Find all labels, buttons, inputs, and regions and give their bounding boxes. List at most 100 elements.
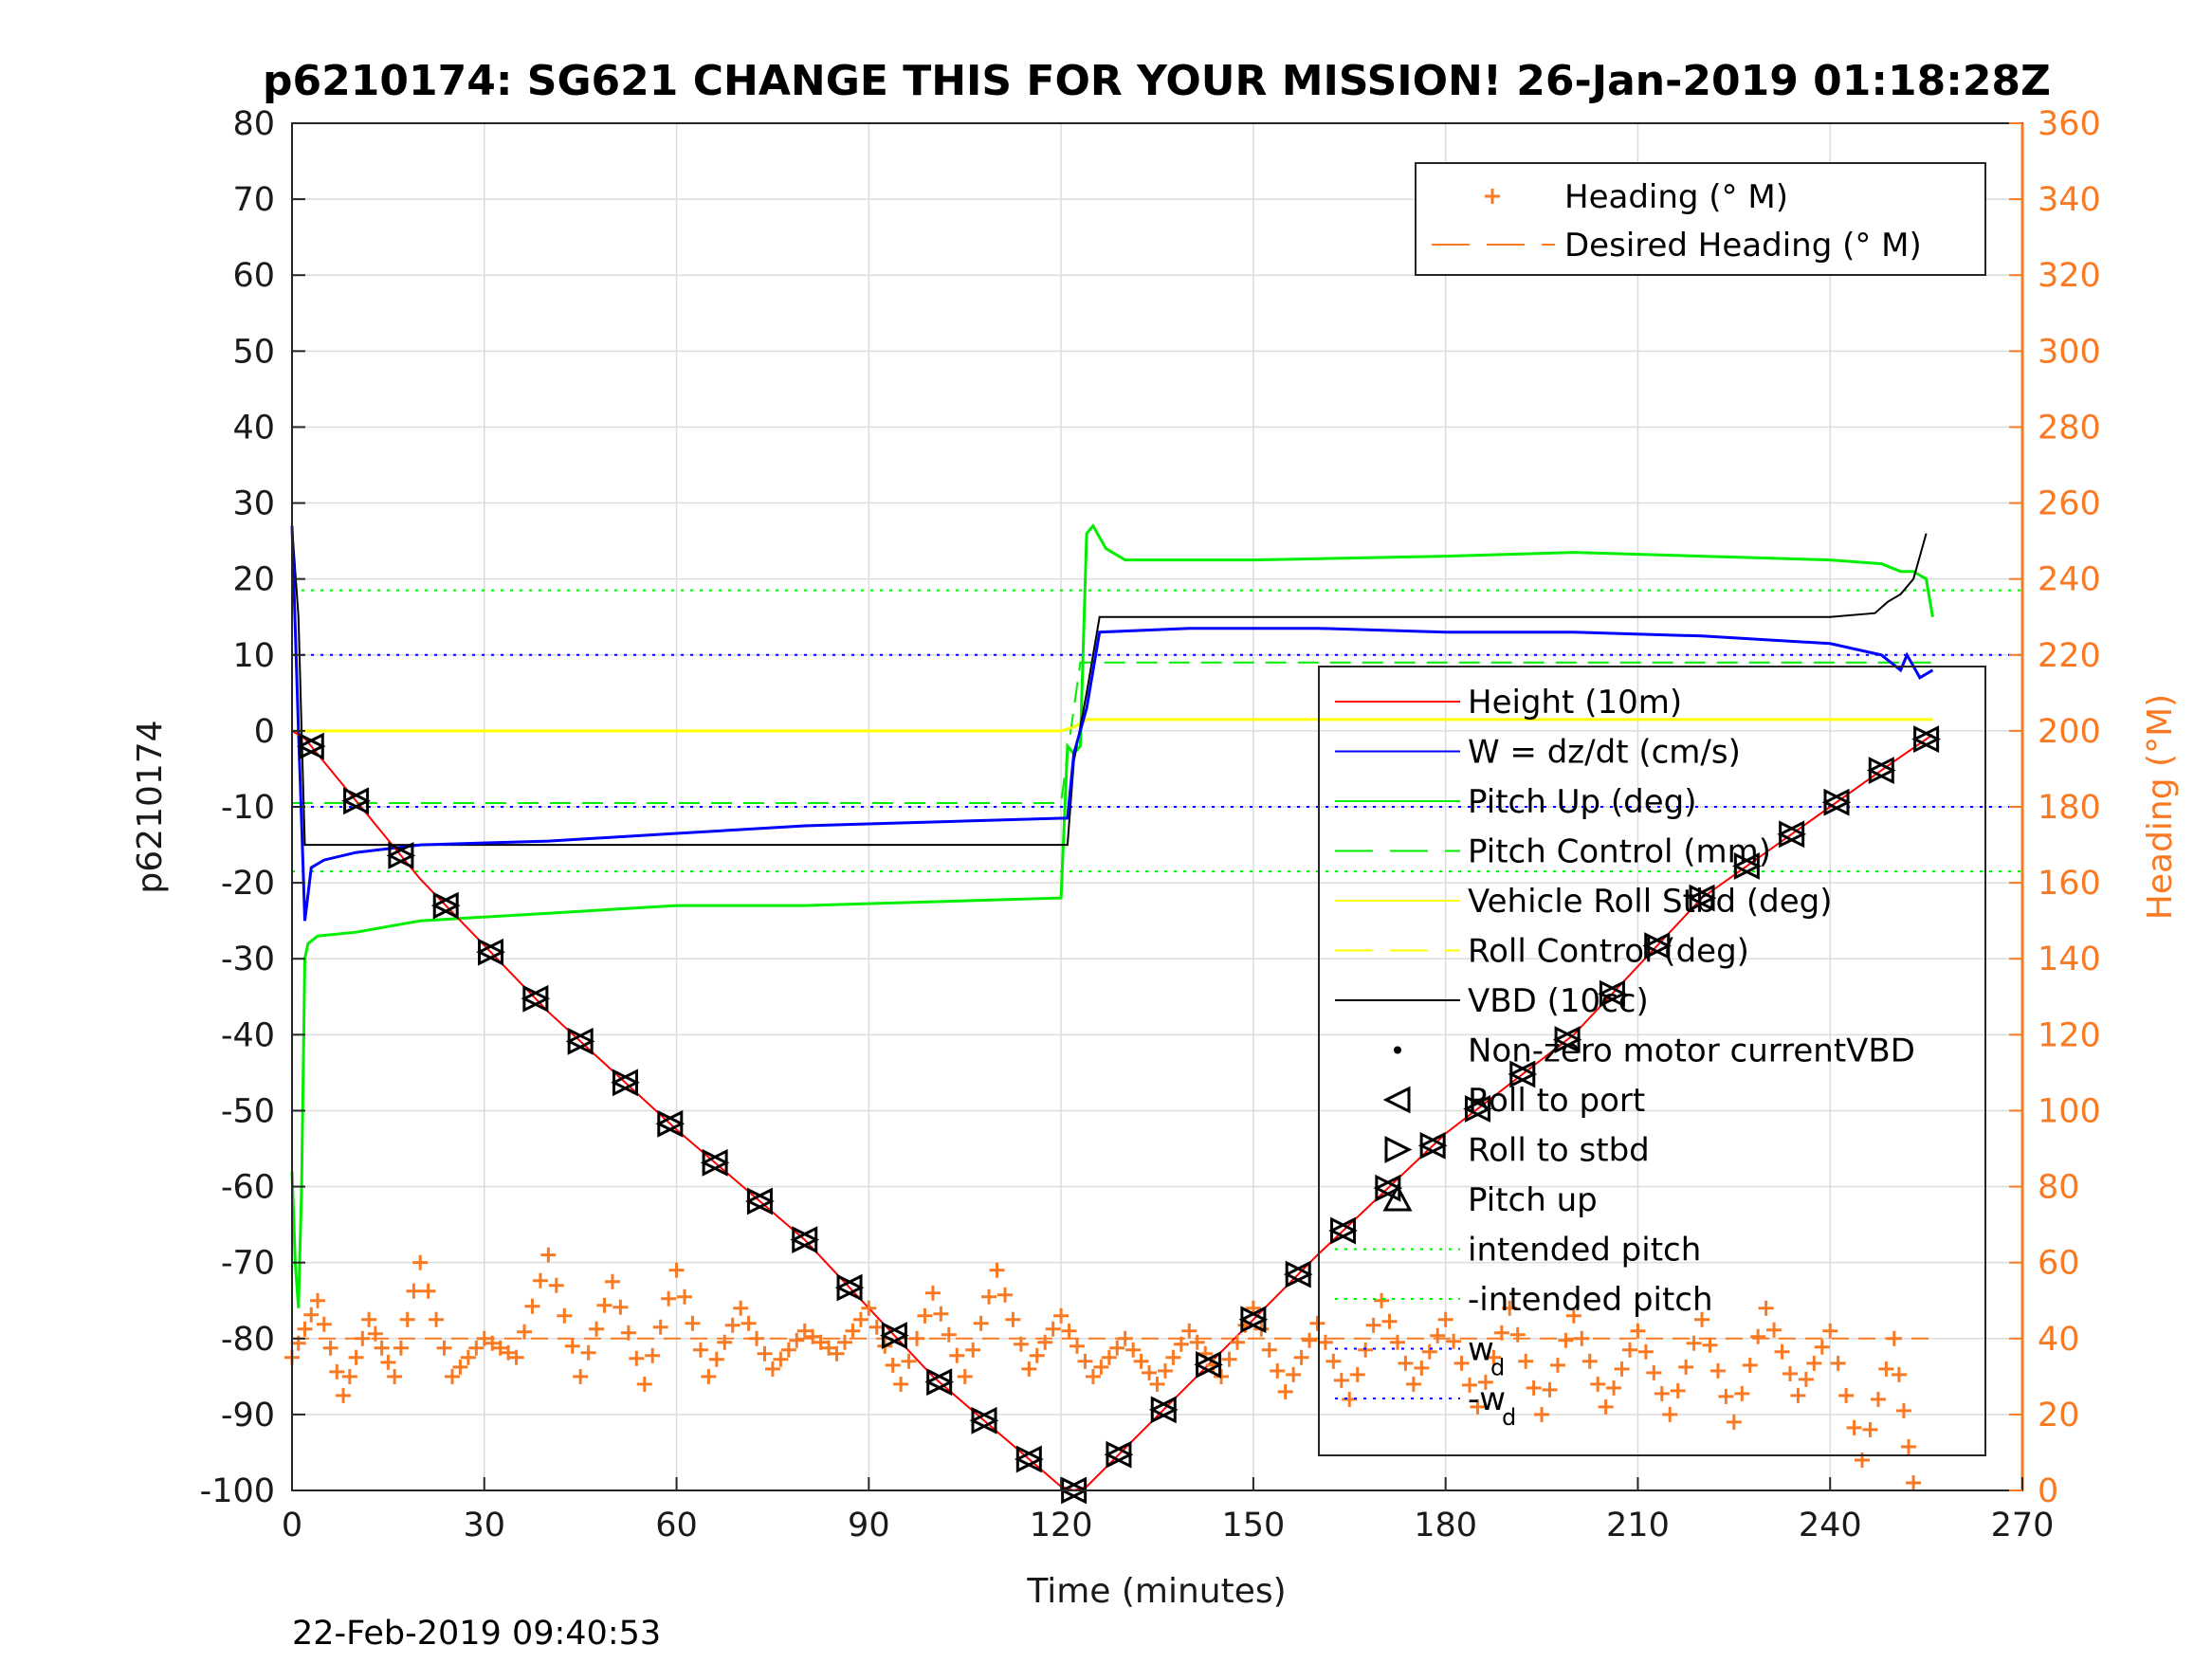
roll-stbd-marker [1106,1440,1134,1469]
legend-swatch [1394,1046,1401,1054]
heading-point [501,1344,517,1361]
heading-point [540,1247,557,1263]
roll-stbd-marker [657,1109,686,1138]
heading-point [399,1311,415,1327]
heading-point [780,1342,796,1358]
heading-point [740,1315,757,1331]
y-tick-label: 0 [254,713,275,751]
heading-point [1261,1342,1277,1358]
x-tick-label: 150 [1221,1507,1285,1544]
heading-point [1165,1349,1181,1365]
timestamp: 22-Feb-2019 09:40:53 [292,1615,661,1653]
heading-point [1654,1385,1670,1401]
heading-point [708,1351,724,1367]
x-tick-label: 60 [655,1507,698,1544]
heading-point [885,1357,901,1373]
heading-point [957,1368,973,1384]
heading-point [773,1351,789,1367]
heading-point [1053,1307,1069,1324]
y2-tick-label: 260 [2038,485,2101,523]
legend-label: intended pitch [1468,1232,1701,1270]
heading-point [701,1368,717,1384]
heading-point [1317,1334,1333,1350]
x-tick-label: 30 [464,1507,506,1544]
heading-point [1718,1388,1734,1404]
x-tick-label: 90 [848,1507,890,1544]
heading-point [677,1288,693,1305]
heading-point [941,1326,957,1343]
heading-point [924,1285,941,1301]
heading-point [1229,1334,1245,1350]
legend-desired-heading-label: Desired Heading (° M) [1564,227,1922,265]
heading-point [1806,1355,1822,1371]
heading-point [604,1273,620,1289]
heading-point [1021,1361,1037,1377]
heading-point [1862,1421,1878,1437]
legend-swatch [1384,1136,1413,1163]
x-tick-label: 120 [1030,1507,1093,1544]
y-tick-label: -70 [221,1245,275,1283]
heading-point [836,1334,852,1350]
heading-point [1630,1323,1646,1339]
heading-point [1662,1406,1678,1422]
heading-point [1093,1359,1109,1375]
heading-point [573,1368,589,1384]
heading-point [532,1272,548,1288]
heading-point [1870,1391,1886,1407]
heading-point [1542,1381,1558,1398]
heading-point [1142,1364,1158,1380]
roll-stbd-marker [1330,1216,1358,1245]
heading-point [1293,1349,1309,1365]
y-tick-label: 50 [232,333,275,371]
y2-tick-label: 180 [2038,789,2101,827]
heading-point [1398,1355,1414,1371]
x-tick-label: 180 [1414,1507,1477,1544]
heading-point [452,1359,468,1375]
x-axis-label: Time (minutes) [1026,1572,1286,1611]
heading-point [1389,1334,1405,1350]
heading-point [989,1262,1005,1278]
heading-point [492,1340,508,1356]
roll-stbd-marker [1285,1260,1313,1288]
heading-point [1029,1347,1045,1363]
heading-point [1109,1340,1125,1356]
heading-point [636,1376,652,1392]
marker-layer [284,725,1941,1505]
heading-point [524,1298,540,1314]
heading-point [1830,1355,1846,1371]
heading-point [460,1349,476,1365]
heading-point [1486,1349,1502,1365]
heading-point [361,1311,377,1327]
heading-point [393,1340,409,1356]
heading-point [548,1277,564,1293]
y2-tick-label: 60 [2038,1245,2080,1283]
roll-stbd-marker [567,1027,595,1055]
y-tick-label: -50 [221,1092,275,1130]
heading-point [1381,1313,1398,1329]
y2-tick-label: 20 [2038,1397,2080,1435]
heading-point [1117,1330,1133,1346]
roll-stbd-marker [1554,1026,1582,1053]
heading-point [557,1307,573,1324]
y2-tick-label: 200 [2038,713,2101,751]
heading-point [661,1290,677,1307]
heading-point [893,1376,909,1392]
roll-stbd-marker [343,787,371,815]
roll-stbd-marker [1733,852,1762,880]
y-tick-label: 60 [232,257,275,295]
y-ticks: 80 70 60 50 40 30 20 10 0 -10 -20 -30 -40 -50 -60 -70 -8… [200,105,305,1510]
heading-point [1277,1383,1293,1399]
roll-stbd-marker [792,1226,820,1254]
heading-point [1670,1382,1686,1398]
heading-point [1302,1332,1318,1348]
y2-tick-label: 320 [2038,257,2101,295]
heading-point [1414,1360,1430,1376]
x-tick-label: 240 [1799,1507,1862,1544]
heading-point [1750,1328,1766,1344]
series-vehicle-roll [292,718,1933,733]
heading-point [468,1340,484,1356]
heading-point [813,1334,829,1350]
heading-point [829,1345,845,1361]
heading-point [1646,1364,1662,1380]
